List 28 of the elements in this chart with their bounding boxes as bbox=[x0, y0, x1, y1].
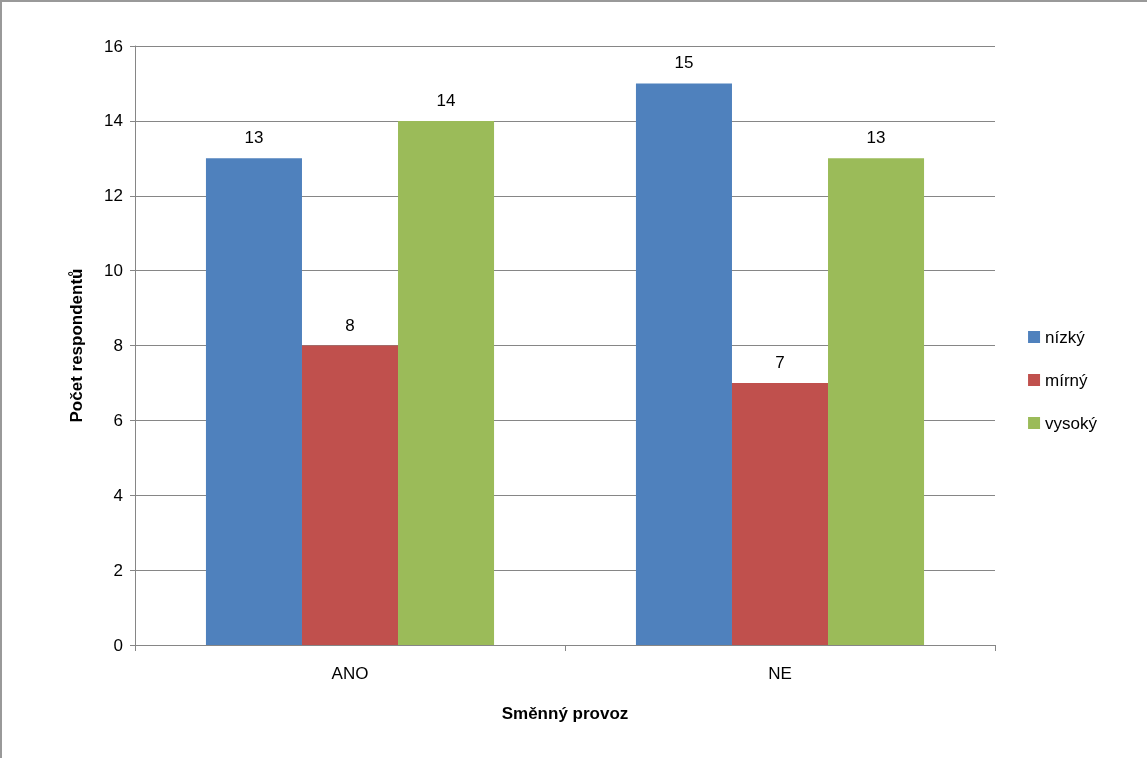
data-label: 8 bbox=[345, 315, 355, 335]
y-tick-label: 14 bbox=[104, 111, 123, 131]
x-tick-label: ANO bbox=[331, 664, 369, 683]
data-label: 14 bbox=[436, 90, 456, 110]
data-label: 13 bbox=[244, 128, 264, 148]
bar bbox=[205, 158, 302, 645]
legend-label: nízký bbox=[1045, 327, 1086, 347]
y-tick-label: 10 bbox=[104, 261, 123, 281]
bar bbox=[635, 83, 732, 645]
y-tick-label: 4 bbox=[113, 485, 123, 505]
y-axis-title: Počet respondentů bbox=[67, 268, 86, 423]
x-axis-title: Směnný provoz bbox=[501, 704, 629, 723]
bar bbox=[731, 382, 829, 645]
y-tick-label: 16 bbox=[104, 36, 123, 56]
data-label: 13 bbox=[866, 128, 886, 148]
bar bbox=[398, 120, 495, 645]
y-tick-label: 6 bbox=[113, 410, 123, 430]
x-tick-label: NE bbox=[768, 664, 792, 683]
legend-label: vysoký bbox=[1045, 413, 1098, 433]
bar bbox=[301, 345, 399, 645]
y-tick-label: 12 bbox=[104, 186, 123, 206]
legend-label: mírný bbox=[1045, 370, 1089, 390]
bar bbox=[828, 158, 925, 645]
data-label: 7 bbox=[775, 352, 785, 372]
data-label: 15 bbox=[674, 53, 694, 73]
y-tick-label: 8 bbox=[113, 336, 123, 355]
y-tick-label: 0 bbox=[113, 635, 123, 655]
y-tick-label: 2 bbox=[113, 560, 123, 580]
